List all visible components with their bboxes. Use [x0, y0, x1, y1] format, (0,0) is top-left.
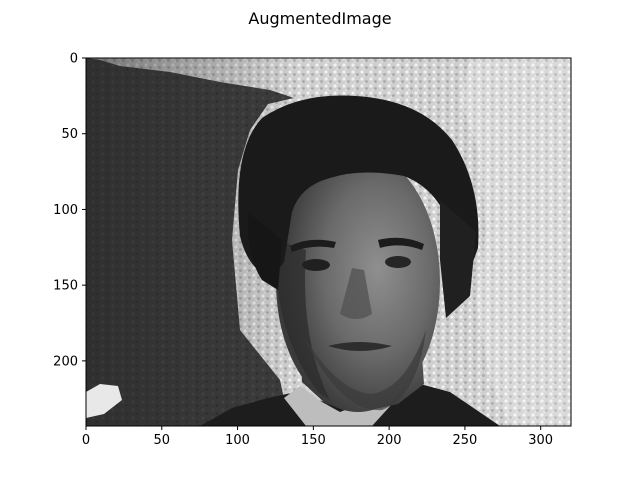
hair — [238, 95, 479, 278]
y-tick-label: 100 — [53, 203, 78, 218]
y-tick-label: 0 — [70, 52, 78, 67]
y-axis: 0 50 100 150 200 — [53, 52, 86, 369]
right-eyebrow — [378, 237, 424, 250]
nose — [340, 268, 372, 319]
left-eyebrow — [290, 239, 336, 252]
x-tick-label: 150 — [301, 433, 326, 448]
x-tick-label: 200 — [377, 433, 402, 448]
x-tick-label: 0 — [82, 433, 90, 448]
hair-left-side — [247, 212, 282, 290]
bright-wall-highlight — [460, 58, 571, 426]
x-tick-label: 50 — [154, 433, 171, 448]
face-shadow-side — [275, 240, 330, 400]
mouth — [328, 342, 392, 351]
x-tick-label: 300 — [528, 433, 553, 448]
image-area — [86, 58, 571, 426]
y-tick-label: 50 — [61, 127, 78, 142]
x-tick-label: 100 — [225, 433, 250, 448]
left-eye — [302, 259, 330, 271]
bright-corner — [86, 384, 122, 418]
y-tick-label: 200 — [53, 354, 78, 369]
plot-title: AugmentedImage — [248, 9, 391, 28]
beard-shadow — [300, 330, 426, 411]
collar — [284, 386, 392, 426]
x-axis: 0 50 100 150 200 250 300 — [82, 426, 553, 448]
x-tick-label: 250 — [452, 433, 477, 448]
y-tick-label: 150 — [53, 279, 78, 294]
hair-right-side — [440, 200, 476, 318]
axes-frame — [85, 57, 572, 427]
right-eye — [385, 256, 411, 268]
